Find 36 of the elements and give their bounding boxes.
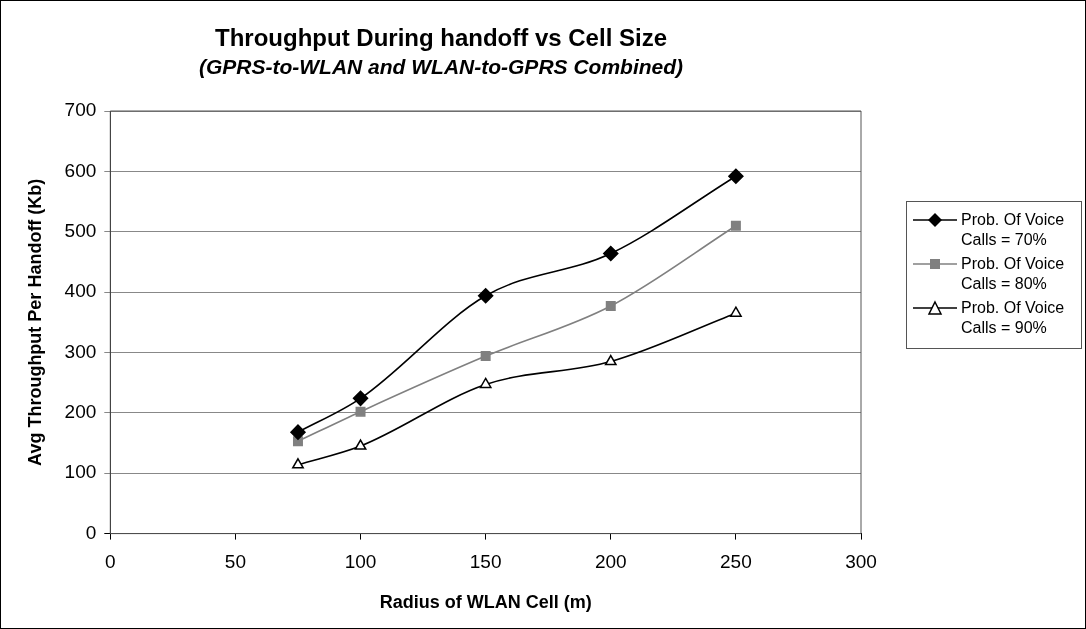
point — [728, 168, 744, 184]
y-tick-label: 500 — [64, 219, 97, 241]
y-axis-title: Avg Throughput Per Handoff (Kb) — [24, 178, 45, 466]
legend-label: Prob. Of Voice Calls = 70% — [961, 210, 1066, 250]
point — [290, 424, 306, 440]
point — [354, 439, 367, 450]
y-tick-label: 400 — [64, 280, 97, 302]
x-tick-label: 0 — [105, 551, 116, 573]
chart-subtitle: (GPRS-to-WLAN and WLAN-to-GPRS Combined) — [198, 55, 684, 79]
x-tick-label: 100 — [344, 551, 377, 573]
x-tick-label: 200 — [594, 551, 627, 573]
y-tick-label: 100 — [64, 461, 97, 483]
point — [480, 351, 491, 362]
chart-title: Throughput During handoff vs Cell Size — [215, 24, 667, 52]
point — [352, 390, 369, 407]
point — [355, 406, 366, 417]
point — [477, 287, 494, 304]
point — [292, 458, 304, 469]
point — [603, 245, 619, 262]
x-tick-label: 150 — [469, 551, 502, 573]
point — [730, 220, 741, 231]
y-tick-label: 600 — [64, 159, 97, 181]
y-tick-label: 200 — [64, 401, 97, 423]
point — [729, 306, 742, 317]
y-tick-label: 300 — [64, 340, 97, 362]
legend-label: Prob. Of Voice Calls = 80% — [961, 254, 1066, 294]
point — [605, 301, 616, 311]
x-tick-label: 250 — [720, 551, 752, 573]
point — [604, 354, 617, 366]
y-tick-label: 700 — [64, 99, 97, 121]
legend-label: Prob. Of Voice Calls = 90% — [961, 298, 1066, 338]
x-axis-title: Radius of WLAN Cell (m) — [379, 592, 592, 613]
x-tick-label: 50 — [224, 551, 246, 573]
y-tick-label: 0 — [85, 521, 97, 543]
x-tick-label: 300 — [845, 551, 877, 573]
point — [479, 377, 492, 389]
